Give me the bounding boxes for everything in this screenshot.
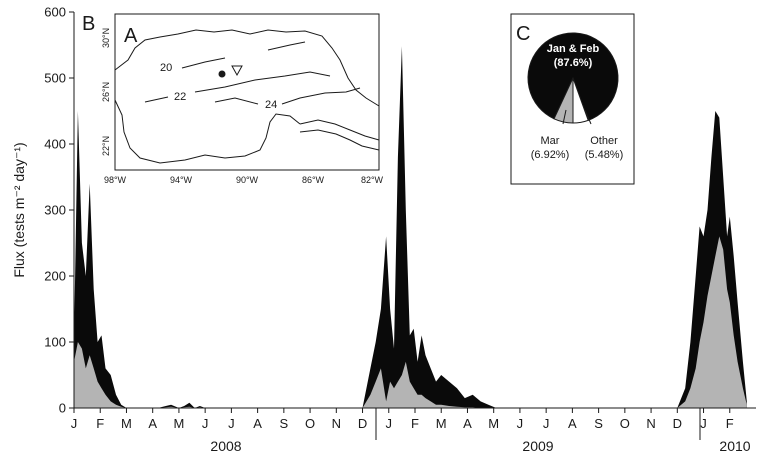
y-tick-label: 300 <box>44 203 66 218</box>
pie-slice-other <box>572 77 589 124</box>
map-lon-86w: 86°W <box>302 175 325 185</box>
year-label-2009: 2009 <box>522 438 553 454</box>
isotherm-20 <box>181 57 226 69</box>
x-tick-label: D <box>358 416 367 431</box>
map-frame <box>114 13 380 171</box>
y-tick-label: 200 <box>44 269 66 284</box>
total-flux-area <box>74 46 747 409</box>
map-lon-98w: 98°W <box>104 175 127 185</box>
pie-value-jan-feb: (87.6%) <box>554 57 593 69</box>
x-tick-label: M <box>436 416 447 431</box>
map-lat-30n: 30°N <box>101 28 111 48</box>
station-triangle-marker <box>231 65 243 77</box>
x-tick-label: F <box>726 416 734 431</box>
flux-time-series: 0 100 200 300 400 500 600 J F M A M J J A S O N D J F M A M J J A… <box>11 5 756 454</box>
coastline <box>114 29 380 164</box>
x-tick-label: S <box>594 416 603 431</box>
x-tick-label: J <box>386 416 393 431</box>
y-tick-label: 100 <box>44 335 66 350</box>
isotherm-24 <box>214 87 361 105</box>
y-axis-title: Flux (tests m⁻² day⁻¹) <box>11 142 27 277</box>
gulf-of-mexico-map: A 20 22 24 98°W 94°W 90°W 86°W 82°W 30°N… <box>101 13 384 185</box>
cuba-outline <box>299 119 380 141</box>
x-tick-label: A <box>568 416 577 431</box>
y-tick-label: 600 <box>44 5 66 20</box>
x-tick-label: F <box>411 416 419 431</box>
x-tick-label: F <box>96 416 104 431</box>
pie-label-mar: Mar <box>541 135 560 147</box>
pie-value-other: (5.48%) <box>585 149 624 161</box>
pie-label-other: Other <box>590 135 618 147</box>
x-tick-label: J <box>700 416 707 431</box>
x-tick-label: N <box>332 416 341 431</box>
x-tick-label: O <box>620 416 630 431</box>
pie-inset: C Jan & Feb (87.6%) Mar (6.92%) Other (5… <box>510 13 635 185</box>
x-tick-label: A <box>253 416 262 431</box>
y-tick-label: 500 <box>44 71 66 86</box>
map-lon-82w: 82°W <box>361 175 384 185</box>
pie-slice-jan-feb <box>527 32 619 122</box>
pie-leader-other <box>584 109 592 125</box>
map-lon-90w: 90°W <box>236 175 259 185</box>
pie-leader-mar <box>562 109 567 125</box>
x-tick-label: J <box>543 416 550 431</box>
panel-letter-c: C <box>516 23 530 45</box>
pie-label-jan-feb: Jan & Feb <box>547 43 600 55</box>
y-tick-label: 400 <box>44 137 66 152</box>
x-tick-label: M <box>488 416 499 431</box>
panel-letter-a: A <box>124 25 138 47</box>
sediment-trap-marker <box>218 70 226 78</box>
x-tick-label: D <box>673 416 682 431</box>
x-tick-label: J <box>517 416 524 431</box>
x-tick-label: A <box>148 416 157 431</box>
map-lat-26n: 26°N <box>101 82 111 102</box>
isotherm-label-20: 20 <box>160 62 172 74</box>
x-tick-label: O <box>305 416 315 431</box>
map-lon-94w: 94°W <box>170 175 193 185</box>
y-axis-ticks: 0 100 200 300 400 500 600 <box>44 5 74 416</box>
y-tick-label: 0 <box>59 401 66 416</box>
year-label-2010: 2010 <box>719 438 750 454</box>
isotherm-20-east <box>267 41 306 51</box>
x-tick-label: N <box>646 416 655 431</box>
isotherm-label-24: 24 <box>265 99 277 111</box>
panel-letter-b: B <box>82 13 95 35</box>
pie-slices <box>527 32 619 124</box>
pie-value-mar: (6.92%) <box>531 149 570 161</box>
year-label-2008: 2008 <box>210 438 241 454</box>
map-lat-22n: 22°N <box>101 136 111 156</box>
isotherm-label-22: 22 <box>174 91 186 103</box>
x-tick-label: M <box>121 416 132 431</box>
x-tick-label: J <box>71 416 78 431</box>
x-tick-label: S <box>280 416 289 431</box>
x-tick-label: M <box>174 416 185 431</box>
x-tick-label: J <box>202 416 209 431</box>
x-tick-label: J <box>228 416 235 431</box>
isotherm-22 <box>144 71 331 103</box>
x-tick-label: A <box>463 416 472 431</box>
